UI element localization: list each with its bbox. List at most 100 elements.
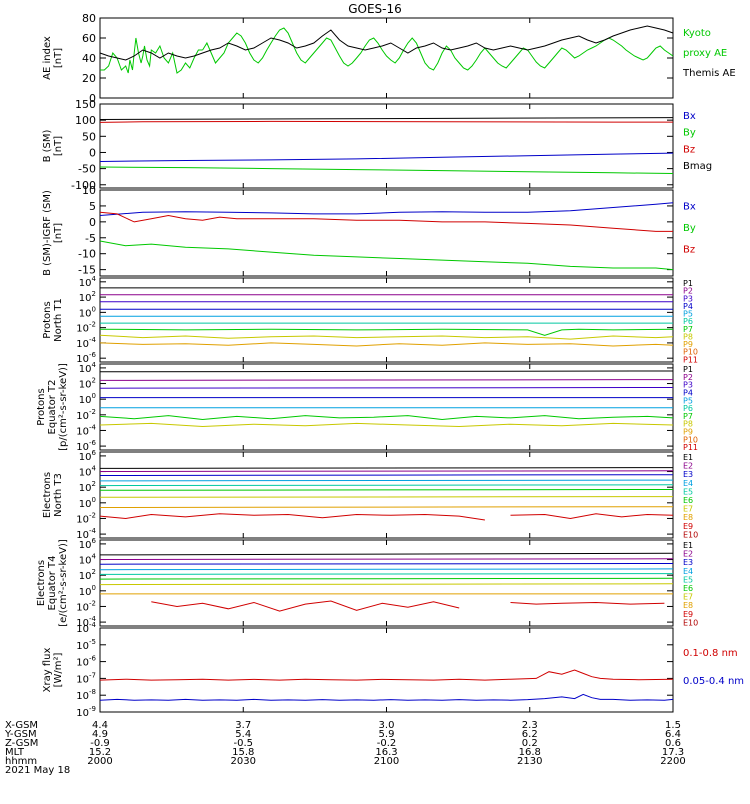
ephemeris-value: 15.2: [89, 747, 111, 758]
series-line: [99, 489, 674, 491]
legend-label: E5: [683, 575, 693, 584]
series-line: [99, 669, 674, 681]
ephemeris-value: 16.8: [519, 747, 541, 758]
y-tick-label: 10-2: [76, 511, 96, 525]
y-tick-label: 100: [79, 392, 96, 406]
legend-label: Bx: [683, 202, 696, 213]
series-line: [99, 120, 673, 123]
y-axis-label: [nT]: [53, 136, 64, 156]
ephemeris-value: 4.4: [92, 720, 108, 731]
ephemeris-value: -0.9: [90, 738, 110, 749]
legend-label: P10: [683, 435, 698, 444]
y-tick-label: 10-6: [76, 655, 96, 669]
ephemeris-value: 5.9: [379, 729, 395, 740]
panel-frame: [99, 451, 674, 539]
series-line: [99, 415, 674, 421]
y-tick-label: 102: [79, 480, 96, 494]
legend-label: proxy AE: [683, 48, 727, 59]
y-tick-label: -100: [71, 179, 96, 192]
legend-label: P5: [683, 396, 693, 405]
y-axis-label: Protons: [36, 388, 47, 425]
series-line: [99, 506, 674, 508]
legend-label: 0.05-0.4 nm: [683, 676, 744, 687]
legend-label: P8: [683, 332, 693, 341]
series-line: [99, 211, 673, 232]
legend-label: By: [683, 223, 696, 234]
y-tick-label: 10-9: [76, 705, 96, 719]
y-tick-label: 10-2: [76, 408, 96, 422]
series-line: [99, 583, 674, 586]
legend-label: P11: [683, 355, 698, 364]
legend-label: E9: [683, 610, 693, 619]
series-line: [99, 693, 674, 701]
series-line: [99, 422, 674, 428]
ephemeris-value: -0.5: [233, 738, 253, 749]
y-tick-label: 10-4: [76, 527, 96, 541]
ephemeris-value: 2200: [660, 756, 685, 767]
legend-label: P7: [683, 325, 693, 334]
legend-label: E6: [683, 584, 693, 593]
y-tick-label: 10-4: [76, 423, 96, 437]
y-axis-label: [e/(cm²-s-sr-keV)]: [58, 539, 69, 627]
y-tick-label: 10: [82, 184, 96, 197]
series-line: [99, 552, 674, 556]
series-line: [99, 387, 674, 389]
y-tick-label: 100: [75, 114, 96, 127]
ephemeris-value: 6.4: [665, 729, 681, 740]
ephemeris-value: -0.2: [377, 738, 397, 749]
panel-frame: [99, 103, 674, 189]
panel-frame: [99, 363, 674, 451]
ephemeris-label: Z-GSM: [5, 738, 38, 749]
y-axis-label: Protons: [42, 301, 53, 338]
series-line: [99, 577, 674, 580]
ephemeris-label: X-GSM: [5, 720, 38, 731]
y-tick-label: -10: [78, 248, 96, 261]
y-axis-label: Xray flux: [42, 648, 53, 693]
legend-label: P1: [683, 279, 693, 288]
legend-label: P11: [683, 443, 698, 452]
legend-label: P3: [683, 294, 693, 303]
series-line: [99, 513, 485, 521]
legend-label: P10: [683, 348, 698, 357]
ephemeris-value: 2.3: [522, 720, 538, 731]
legend-label: E6: [683, 496, 693, 505]
y-tick-label: 10-8: [76, 688, 96, 702]
y-tick-label: 104: [79, 465, 97, 479]
legend-label: E2: [683, 550, 693, 559]
y-tick-label: 100: [79, 584, 96, 598]
ephemeris-label: MLT: [5, 747, 25, 758]
legend-label: E7: [683, 505, 693, 514]
y-tick-label: 10-6: [76, 439, 96, 453]
series-line: [99, 379, 674, 381]
series-line: [99, 240, 674, 271]
panel-1: 0 20 40 60 80 AE index [nT] Kyoto proxy AE Themis…: [42, 12, 736, 105]
y-tick-label: 80: [82, 12, 96, 25]
ephemeris-value: 2000: [87, 756, 112, 767]
ephemeris-value: 3.0: [379, 720, 395, 731]
legend-label: P7: [683, 412, 693, 421]
legend-label: E3: [683, 558, 693, 567]
series-line: [202, 27, 674, 71]
legend-label: E5: [683, 487, 693, 496]
legend-label: E10: [683, 618, 698, 627]
series-line: [99, 470, 674, 472]
ephemeris-label: Y-GSM: [4, 729, 37, 740]
legend-label: Bz: [683, 245, 695, 256]
series-line: [99, 484, 674, 487]
ephemeris-value: 0.2: [522, 738, 538, 749]
ephemeris-value: 3.7: [235, 720, 251, 731]
ephemeris-value: 15.8: [232, 747, 254, 758]
panel-3: -15 -10 -5 0 5 10 B (SM)-IGRF (SM) [nT] Bx By Bz: [42, 184, 696, 277]
panel-frame: [99, 539, 674, 627]
y-tick-label: 50: [82, 130, 96, 143]
y-tick-label: 10-6: [76, 351, 96, 365]
legend-label: P1: [683, 365, 693, 374]
legend-label: E1: [683, 453, 693, 462]
y-tick-label: 102: [79, 377, 96, 391]
legend-label: P5: [683, 310, 693, 319]
panel-2: -100 -50 0 50 100 150 B (SM) [nT] Bx By Bz Bmag: [42, 98, 712, 192]
y-tick-label: 106: [79, 537, 97, 551]
